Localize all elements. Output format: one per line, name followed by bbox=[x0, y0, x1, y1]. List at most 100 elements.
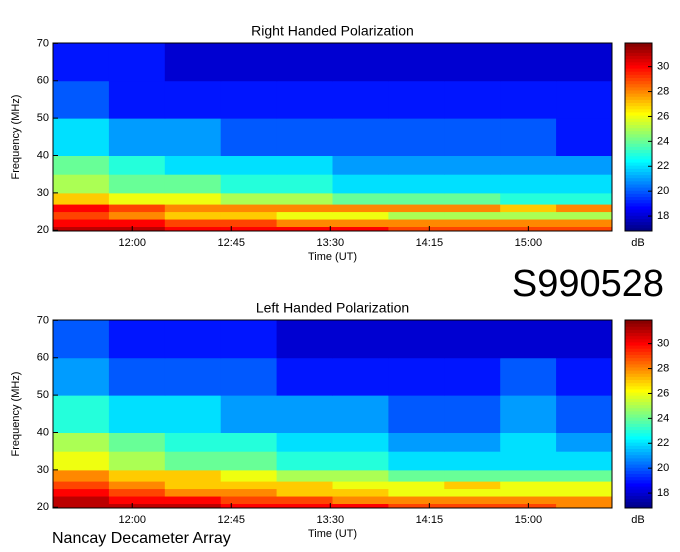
colorbar-step bbox=[625, 168, 652, 172]
heat-cell bbox=[108, 204, 166, 213]
colorbar-step bbox=[625, 363, 652, 368]
colorbar-step bbox=[625, 180, 652, 185]
colorbar-step bbox=[625, 473, 652, 478]
colorbar-tick-label: 22 bbox=[657, 160, 669, 172]
heat-cell bbox=[500, 118, 557, 157]
heat-cell bbox=[220, 488, 278, 497]
colorbar-step bbox=[625, 482, 652, 487]
colorbar-step bbox=[625, 140, 652, 144]
heat-cell bbox=[276, 395, 333, 434]
x-tick-label: 12:45 bbox=[217, 514, 245, 526]
heat-cell bbox=[276, 204, 333, 213]
heat-cell bbox=[276, 320, 333, 359]
x-axis-label: Time (UT) bbox=[308, 251, 357, 263]
heat-cell bbox=[444, 488, 501, 497]
footer: Nancay Decameter Array bbox=[52, 530, 231, 547]
heat-cell bbox=[444, 432, 501, 452]
colorbar-step bbox=[625, 127, 652, 132]
colorbar-step bbox=[625, 196, 652, 201]
colorbar-step bbox=[625, 467, 652, 471]
heat-cell bbox=[164, 432, 222, 452]
colorbar-step bbox=[625, 320, 652, 324]
heat-cell bbox=[332, 432, 389, 452]
colorbar-step bbox=[625, 354, 652, 359]
colorbar-step bbox=[625, 388, 652, 393]
colorbar-frame bbox=[624, 319, 653, 509]
heat-cell bbox=[500, 432, 557, 452]
heat-cell bbox=[164, 503, 222, 509]
heat-cell bbox=[500, 43, 557, 82]
heat-cell bbox=[500, 395, 557, 434]
heat-cell bbox=[53, 43, 110, 82]
heat-cell bbox=[276, 211, 333, 220]
heat-cell bbox=[53, 80, 110, 119]
colorbar-step bbox=[625, 417, 652, 421]
colorbar-step bbox=[625, 149, 652, 154]
colorbar-label: dB bbox=[631, 237, 644, 249]
heat-cell bbox=[108, 226, 166, 232]
y-tick-label: 50 bbox=[37, 389, 49, 401]
heat-cell bbox=[220, 118, 278, 157]
heat-cell bbox=[276, 174, 333, 194]
heat-cell bbox=[332, 503, 389, 509]
heat-cell bbox=[53, 204, 110, 213]
colorbar-step bbox=[625, 102, 652, 107]
heat-cell bbox=[164, 451, 222, 471]
colorbar-tick-label: 20 bbox=[657, 185, 669, 197]
heat-cell bbox=[276, 496, 333, 505]
heat-cell bbox=[164, 118, 222, 157]
heat-cell bbox=[220, 192, 278, 205]
heat-cell bbox=[444, 43, 501, 82]
colorbar-step bbox=[625, 461, 652, 465]
heat-cell bbox=[388, 211, 445, 220]
y-tick-label: 30 bbox=[37, 464, 49, 476]
x-tick-label: 14:15 bbox=[416, 237, 444, 249]
heat-cell bbox=[388, 496, 445, 505]
heat-cell bbox=[556, 174, 613, 194]
x-tick-label: 13:30 bbox=[317, 237, 345, 249]
colorbar-step bbox=[625, 190, 652, 194]
colorbar-tick-label: 24 bbox=[657, 135, 669, 147]
heat-cell bbox=[53, 469, 110, 482]
x-tick-label: 12:45 bbox=[217, 237, 245, 249]
y-tick-label: 40 bbox=[37, 426, 49, 438]
colorbar-step bbox=[625, 212, 652, 216]
colorbar-step bbox=[625, 46, 652, 50]
heat-cell bbox=[332, 451, 389, 471]
heat-cell bbox=[500, 488, 557, 497]
heat-cell bbox=[556, 469, 613, 482]
heat-cell bbox=[108, 80, 166, 119]
colorbar-step bbox=[625, 174, 652, 179]
heat-cell bbox=[276, 219, 333, 228]
colorbar-step bbox=[625, 414, 652, 418]
heat-cell bbox=[332, 155, 389, 175]
heat-cell bbox=[388, 488, 445, 497]
colorbar-tick-label: 22 bbox=[657, 437, 669, 449]
colorbar-step bbox=[625, 445, 652, 449]
colorbar-step bbox=[625, 476, 652, 481]
colorbar-step bbox=[625, 124, 652, 129]
heat-cell bbox=[444, 118, 501, 157]
heat-cell bbox=[108, 43, 166, 82]
colorbar-step bbox=[625, 486, 652, 490]
colorbar-step bbox=[625, 351, 652, 355]
heat-cell bbox=[220, 226, 278, 232]
colorbar-step bbox=[625, 130, 652, 135]
heat-cell bbox=[108, 481, 166, 490]
colorbar-step bbox=[625, 464, 652, 468]
heat-cell bbox=[164, 155, 222, 175]
heat-cell bbox=[164, 226, 222, 232]
heat-cell bbox=[500, 451, 557, 471]
colorbar-step bbox=[625, 99, 652, 104]
heat-cell bbox=[276, 80, 333, 119]
colorbar-step bbox=[625, 133, 652, 138]
heat-cell bbox=[444, 174, 501, 194]
colorbar-tick-label: 28 bbox=[657, 362, 669, 374]
colorbar-step bbox=[625, 80, 652, 85]
heat-cell bbox=[444, 357, 501, 396]
heat-cell bbox=[276, 503, 333, 509]
colorbar-step bbox=[625, 442, 652, 446]
y-tick-label: 20 bbox=[37, 224, 49, 236]
heat-cell bbox=[164, 469, 222, 482]
heat-cell bbox=[220, 481, 278, 490]
